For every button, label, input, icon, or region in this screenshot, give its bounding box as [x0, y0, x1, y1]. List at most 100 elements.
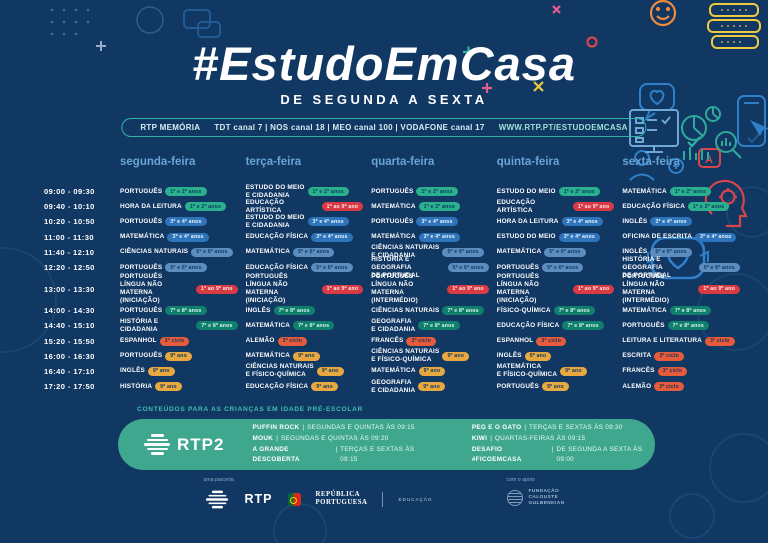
- schedule-cell: CIÊNCIAS NATURAIS E CIDADANIA 5º e 6º ano…: [371, 244, 497, 260]
- grade-badge: 9º ano: [418, 382, 445, 392]
- schedule-cell: PORTUGUÊS LÍNGUA NÃO MATERNA (INTERMÉDIO…: [622, 273, 748, 304]
- rtp2-label: RTP2: [177, 434, 225, 454]
- grade-badge: 3º ciclo: [159, 336, 190, 346]
- schedule-cell: PORTUGUÊS 7º e 8º anos: [622, 318, 748, 333]
- schedule-cell: PORTUGUÊS 7º e 8º anos: [120, 303, 246, 318]
- schedule-cell: EDUCAÇÃO FÍSICA 1º e 2º anos: [622, 199, 748, 214]
- schedule-cell: PORTUGUÊS 9º ano: [497, 379, 623, 394]
- grade-badge: 9º ano: [524, 351, 552, 361]
- schedule-cell: MATEMÁTICA 5º e 6º anos: [497, 245, 623, 260]
- schedule-cell: HISTÓRIA 9º ano: [120, 379, 246, 394]
- subject-name: INGLÊS: [120, 367, 145, 375]
- schedule-cell: OFICINA DE ESCRITA 3º e 4º anos: [622, 230, 748, 245]
- schedule-cell: PORTUGUÊS 1º e 2º anos: [120, 184, 246, 199]
- time-slot: 14:40 - 15:10: [44, 321, 95, 331]
- subject-name: ESPANHOL: [496, 337, 534, 345]
- program-name: KIWI: [471, 434, 488, 442]
- schedule-cell: INGLÊS 9º ano: [497, 349, 623, 364]
- schedule-cell: PORTUGUÊS 9º ano: [120, 349, 246, 364]
- grade-badge: 1º ao 9º ano: [321, 284, 364, 294]
- subject-name: PORTUGUÊS: [120, 352, 163, 360]
- schedule-cell: MATEMÁTICA 9º ano: [246, 349, 372, 364]
- subject-name: MATEMÁTICA: [120, 233, 165, 241]
- schedule-cell: GEOGRAFIA E CIDADANIA 7º e 8º anos: [371, 318, 497, 333]
- grade-badge: 1º ao 9º ano: [321, 202, 364, 212]
- support-group: com o apoio FUNDAÇÃO CALOUSTE GULBENKIAN: [506, 477, 565, 510]
- subject-name: EDUCAÇÃO FÍSICA: [245, 263, 309, 271]
- program-schedule: SEGUNDAS E QUINTAS ÀS 09:15: [307, 423, 415, 431]
- subject-name: PORTUGUÊS: [371, 187, 414, 195]
- grade-badge: 7º e 8º anos: [669, 306, 712, 316]
- grade-badge: 7º e 8º anos: [293, 321, 335, 331]
- schedule-cell: FÍSICO-QUÍMICA 7º e 8º anos: [497, 303, 623, 318]
- program-separator: |: [302, 423, 305, 431]
- schedule-cell: PORTUGUÊS 5º e 6º anos: [120, 260, 246, 275]
- grade-badge: 3º ciclo: [705, 336, 735, 346]
- grade-badge: 5º e 6º anos: [442, 247, 484, 257]
- grade-badge: 1º e 2º anos: [307, 187, 349, 197]
- time-slot: 11:00 - 11:30: [44, 232, 94, 242]
- channel-list: TDT canal 7 | NOS canal 18 | MEO canal 1…: [214, 123, 485, 132]
- preschool-bar: RTP2 PUFFIN ROCK | SEGUNDAS E QUINTAS ÀS 0…: [118, 419, 655, 470]
- dot-grid: [50, 8, 90, 36]
- subject-name: ESCRITA: [622, 352, 652, 360]
- subject-name: CIÊNCIAS NATURAIS E CIDADANIA: [371, 244, 440, 260]
- grade-badge: 3º e 4º anos: [561, 217, 603, 227]
- grade-badge: 9º ano: [155, 382, 182, 392]
- subject-name: PORTUGUÊS LÍNGUA NÃO MATERNA (INICIAÇÃO): [245, 273, 288, 305]
- schedule-cell: ESTUDO DO MEIO E CIDADANIA 1º e 2º anos: [246, 184, 372, 199]
- time-slot: 16:40 - 17:10: [44, 366, 95, 376]
- magnifier-icon: [715, 131, 742, 159]
- grade-badge: 5º e 6º anos: [311, 263, 353, 273]
- program-schedule: QUARTAS-FEIRAS ÀS 09:15: [494, 434, 586, 442]
- educacao-label: EDUCAÇÃO: [398, 496, 433, 502]
- subject-name: EDUCAÇÃO FÍSICA: [496, 321, 560, 329]
- schedule-cell: ESTUDO DO MEIO 1º e 2º anos: [497, 184, 623, 199]
- grade-badge: 3º e 4º anos: [416, 217, 458, 227]
- day-header: quinta-feira: [496, 156, 560, 168]
- schedule-cell: MATEMÁTICA 7º e 8º anos: [246, 318, 372, 333]
- schedule-cell: MATEMÁTICA 1º e 2º anos: [622, 184, 748, 199]
- schedule-cell: MATEMÁTICA 9º ano: [371, 364, 497, 379]
- subject-name: MATEMÁTICA: [622, 187, 667, 195]
- program-separator: |: [524, 423, 527, 431]
- time-slot: 15:20 - 15:50: [44, 336, 95, 346]
- subject-name: EDUCAÇÃO FÍSICA: [622, 202, 686, 210]
- schedule-cell: FRANCÊS 3º ciclo: [622, 364, 748, 379]
- program-name: MOUK: [252, 434, 274, 442]
- day-header: sexta-feira: [622, 156, 680, 168]
- time-slot: 17:20 - 17:50: [44, 382, 95, 392]
- time-slot: 09:00 - 09:30: [44, 187, 95, 197]
- republica-portuguesa-label: REPÚBLICA PORTUGUESA: [315, 491, 368, 507]
- website-link[interactable]: WWW.RTP.PT/ESTUDOEMCASA: [498, 123, 628, 132]
- schedule-cell: CIÊNCIAS NATURAIS E FÍSICO-QUÍMICA 9º ano: [371, 348, 497, 364]
- subject-name: PORTUGUÊS: [120, 263, 163, 271]
- schedule-cell: PORTUGUÊS LÍNGUA NÃO MATERNA (INICIAÇÃO)…: [497, 273, 623, 304]
- channels-bar: RTP MEMÓRIA TDT canal 7 | NOS canal 18 |…: [121, 118, 647, 137]
- day-header: segunda-feira: [120, 156, 196, 168]
- grade-badge: 3º ciclo: [654, 382, 684, 392]
- schedule-cell: EDUCAÇÃO FÍSICA 9º ano: [246, 379, 372, 394]
- grade-badge: 3º ciclo: [654, 351, 685, 361]
- subject-name: MATEMÁTICA: [496, 248, 542, 256]
- subject-name: PORTUGUÊS: [622, 321, 665, 329]
- subject-name: OFICINA DE ESCRITA: [622, 233, 693, 241]
- subject-name: FÍSICO-QUÍMICA: [496, 306, 551, 314]
- grade-badge: 1º e 2º anos: [416, 187, 458, 197]
- subject-name: ALEMÃO: [622, 382, 652, 390]
- grade-badge: 1º e 2º anos: [558, 187, 600, 197]
- schedule-cell: INGLÊS 3º e 4º anos: [622, 214, 748, 229]
- schedule-cell: GEOGRAFIA E CIDADANIA 9º ano: [371, 379, 497, 394]
- subject-name: MATEMÁTICA: [245, 321, 291, 329]
- schedule-cell: PORTUGUÊS LÍNGUA NÃO MATERNA (INTERMÉDIO…: [371, 273, 497, 304]
- grade-badge: 3º e 4º anos: [695, 232, 737, 242]
- program-name: A GRANDE DESCOBERTA: [252, 445, 300, 464]
- schedule-cell: HORA DA LEITURA 3º e 4º anos: [497, 214, 623, 229]
- subject-name: MATEMÁTICA: [371, 202, 416, 210]
- schedule-cell: MATEMÁTICA 1º e 2º anos: [371, 199, 497, 214]
- time-slot: 14:00 - 14:30: [44, 306, 95, 316]
- grade-badge: 9º ano: [542, 382, 569, 392]
- partnership-label: uma parceria: [203, 477, 234, 483]
- rtp-lines-icon: [205, 490, 228, 509]
